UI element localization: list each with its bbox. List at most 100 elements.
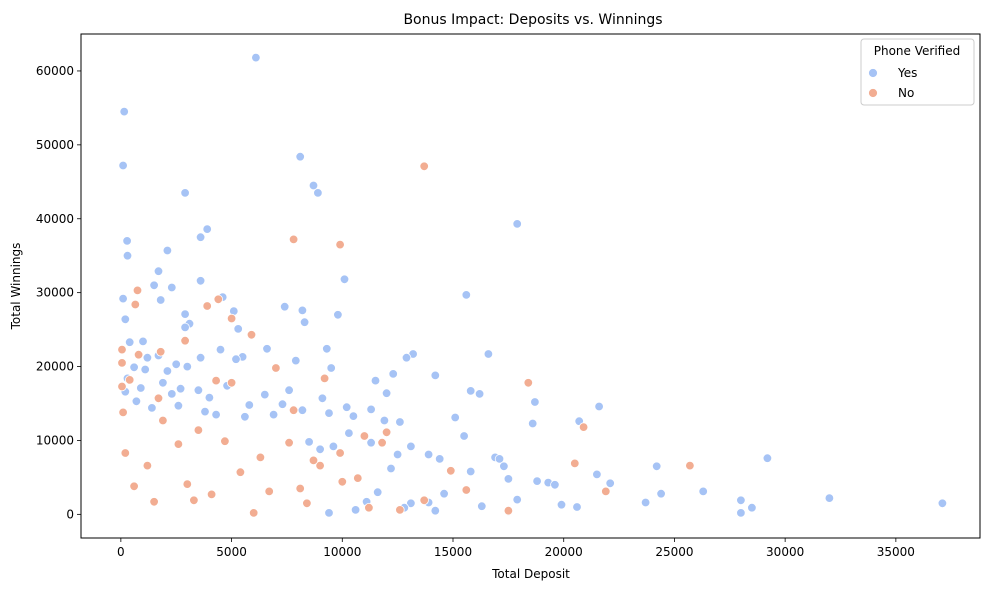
scatter-point-yes — [747, 503, 757, 513]
scatter-point-yes — [167, 389, 177, 399]
x-tick-label: 35000 — [877, 545, 915, 559]
scatter-point-no — [193, 425, 204, 435]
scatter-point-yes — [466, 386, 476, 396]
scatter-point-no — [246, 330, 257, 340]
scatter-point-no — [155, 347, 166, 357]
chart-title: Bonus Impact: Deposits vs. Winnings — [403, 12, 662, 28]
scatter-point-no — [353, 473, 363, 483]
scatter-point-yes — [366, 404, 376, 415]
scatter-point-no — [213, 294, 224, 305]
scatter-point-yes — [550, 480, 560, 490]
scatter-point-no — [130, 299, 141, 310]
scatter-point-no — [118, 407, 128, 418]
scatter-point-no — [117, 344, 127, 355]
scatter-point-yes — [158, 378, 168, 388]
scatter-point-yes — [280, 302, 290, 312]
scatter-point-no — [248, 508, 259, 518]
scatter-point-no — [124, 375, 135, 385]
scatter-point-yes — [308, 180, 319, 191]
scatter-point-no — [235, 467, 246, 477]
scatter-point-yes — [204, 392, 215, 403]
scatter-point-yes — [304, 437, 314, 447]
scatter-point-yes — [736, 495, 746, 506]
scatter-point-no — [117, 381, 127, 392]
scatter-point-yes — [284, 385, 294, 395]
scatter-point-no — [315, 460, 325, 471]
scatter-point-yes — [512, 494, 522, 505]
scatter-point-yes — [423, 449, 434, 460]
scatter-point-yes — [317, 393, 328, 404]
scatter-point-yes — [736, 508, 746, 518]
scatter-point-no — [570, 458, 580, 469]
scatter-point-yes — [297, 305, 308, 316]
scatter-point-yes — [556, 500, 567, 510]
y-axis-label: Total Winnings — [9, 243, 23, 331]
scatter-point-no — [226, 313, 237, 324]
scatter-point-yes — [326, 363, 336, 373]
scatter-point-yes — [328, 441, 339, 452]
scatter-point-yes — [430, 370, 441, 381]
scatter-point-no — [288, 234, 299, 245]
scatter-point-yes — [333, 310, 343, 320]
scatter-point-no — [120, 448, 131, 458]
scatter-point-yes — [131, 396, 142, 407]
scatter-point-yes — [406, 498, 416, 509]
scatter-point-yes — [605, 478, 615, 489]
scatter-point-no — [117, 358, 127, 368]
legend-label-no: No — [898, 86, 914, 100]
scatter-point-yes — [324, 408, 334, 418]
scatter-point-yes — [499, 461, 509, 472]
scatter-point-no — [523, 378, 534, 388]
scatter-point-no — [308, 455, 319, 466]
scatter-point-yes — [324, 508, 334, 518]
y-tick-label: 60000 — [36, 64, 74, 78]
scatter-point-yes — [406, 441, 416, 452]
scatter-point-yes — [244, 400, 255, 410]
scatter-point-no — [419, 495, 429, 506]
scatter-point-no — [132, 285, 143, 296]
scatter-point-yes — [483, 349, 494, 359]
scatter-point-yes — [594, 401, 604, 412]
x-tick-label: 0 — [117, 545, 125, 559]
scatter-point-yes — [193, 385, 204, 395]
scatter-point-yes — [124, 337, 135, 347]
x-axis-ticks: 0 5000 10000 15000 20000 25000 30000 35000 — [117, 538, 915, 559]
scatter-point-yes — [430, 506, 441, 516]
scatter-point-yes — [268, 409, 279, 420]
scatter-point-yes — [299, 317, 310, 327]
x-tick-label: 10000 — [323, 545, 361, 559]
scatter-point-yes — [370, 375, 381, 386]
scatter-point-yes — [233, 324, 243, 334]
scatter-point-yes — [129, 362, 139, 373]
scatter-point-yes — [652, 461, 662, 472]
scatter-point-no — [461, 485, 472, 495]
scatter-point-yes — [592, 469, 602, 480]
scatter-point-yes — [503, 474, 514, 484]
legend-label-yes: Yes — [897, 66, 917, 80]
scatter-point-yes — [640, 497, 651, 508]
plot-frame — [80, 33, 981, 539]
scatter-point-yes — [260, 389, 270, 400]
scatter-point-no — [578, 422, 589, 432]
scatter-point-yes — [138, 336, 148, 347]
legend: Phone Verified Yes No — [860, 38, 975, 106]
legend-marker-yes — [868, 68, 878, 78]
scatter-point-no — [319, 373, 330, 384]
scatter-point-yes — [140, 364, 150, 375]
scatter-point-no — [271, 363, 281, 373]
scatter-point-no — [685, 460, 695, 471]
scatter-point-no — [446, 466, 456, 476]
scatter-point-yes — [262, 344, 272, 354]
scatter-point-yes — [147, 403, 157, 413]
scatter-point-no — [377, 438, 387, 448]
scatter-point-yes — [122, 236, 132, 246]
scatter-point-no — [226, 378, 237, 388]
scatter-point-no — [264, 486, 274, 497]
scatter-point-yes — [528, 418, 538, 429]
scatter-point-yes — [295, 151, 305, 162]
x-tick-label: 15000 — [434, 545, 472, 559]
scatter-point-yes — [155, 295, 166, 305]
scatter-point-yes — [153, 266, 164, 276]
scatter-point-yes — [122, 250, 133, 261]
y-axis-ticks: 0 10000 20000 30000 40000 50000 60000 — [36, 64, 81, 521]
